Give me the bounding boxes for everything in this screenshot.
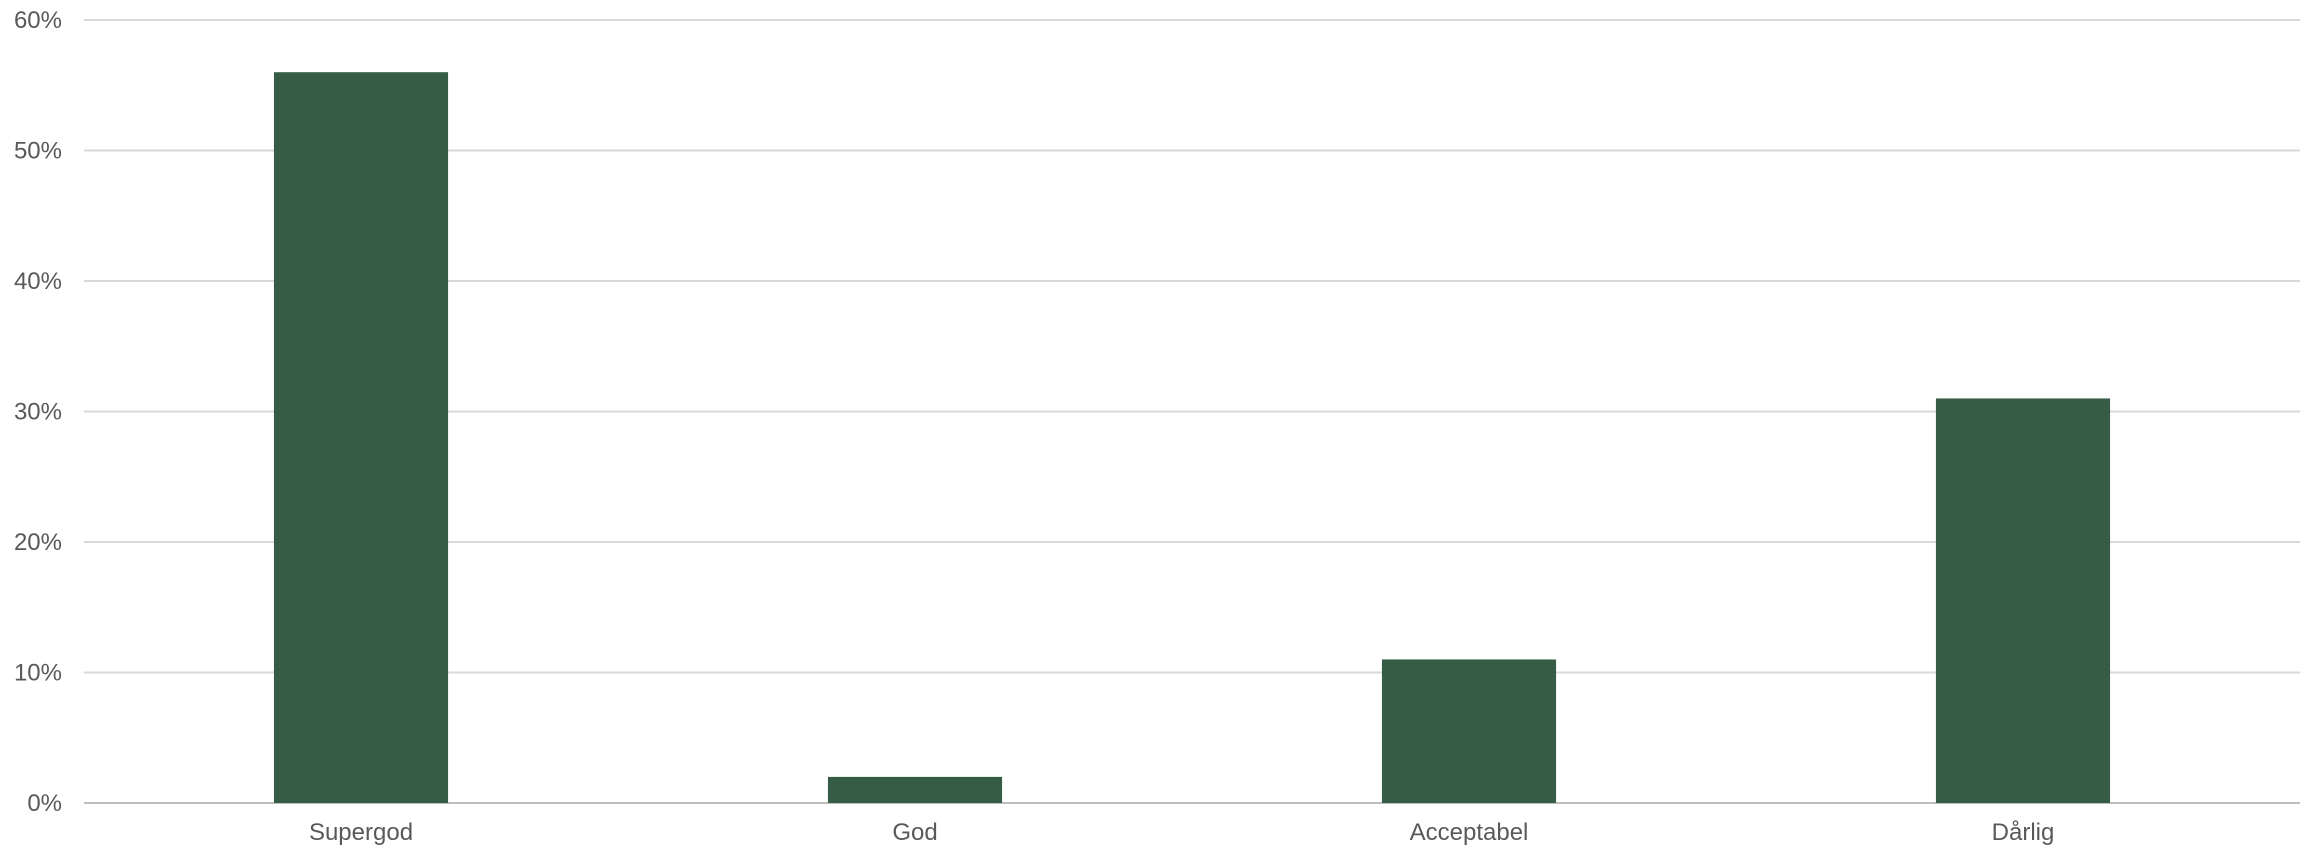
y-tick-label: 50%	[14, 138, 62, 165]
y-axis-ticks: 0% 10% 20% 30% 40% 50% 60%	[14, 7, 62, 817]
gridlines	[84, 19, 2300, 804]
bar-acceptabel	[1381, 659, 1557, 803]
y-tick-label: 30%	[14, 399, 62, 426]
x-category-label: God	[892, 819, 937, 846]
x-category-label: Acceptabel	[1410, 819, 1529, 846]
bar-supergod	[273, 72, 449, 803]
y-tick-label: 40%	[14, 268, 62, 295]
y-tick-label: 20%	[14, 529, 62, 556]
y-tick-label: 60%	[14, 7, 62, 34]
bar-d-rlig	[1935, 398, 2111, 803]
x-axis-labels: Supergod God Acceptabel Dårlig	[309, 819, 2054, 846]
y-tick-label: 0%	[27, 790, 62, 817]
y-tick-label: 10%	[14, 660, 62, 687]
x-category-label: Dårlig	[1992, 819, 2055, 846]
bars	[273, 72, 2111, 803]
bar-god	[827, 776, 1003, 803]
x-category-label: Supergod	[309, 819, 413, 846]
